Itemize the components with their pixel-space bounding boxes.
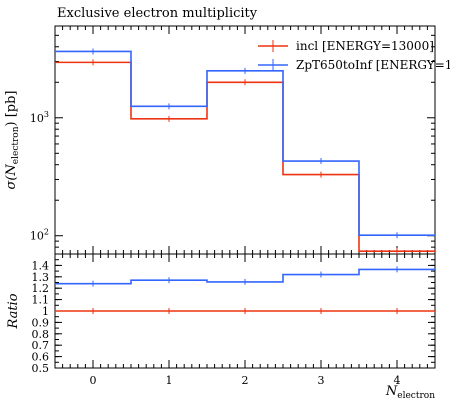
ratio-y-tick-label: 1.1 bbox=[32, 294, 50, 307]
main-y-tick-label: 103 bbox=[30, 110, 49, 125]
x-tick-label: 2 bbox=[242, 374, 249, 387]
ratio-y-tick-label: 1.4 bbox=[32, 259, 50, 272]
y-axis-label-sub: electron bbox=[11, 126, 21, 164]
ratio-y-tick-label: 1.3 bbox=[32, 271, 50, 284]
legend-label: incl [ENERGY=13000] bbox=[296, 39, 434, 53]
y-axis-label: σ(Nelectron) [pb] bbox=[4, 90, 21, 189]
ratio-y-tick-label: 0.6 bbox=[32, 351, 50, 364]
ratio-y-tick-label: 0.5 bbox=[32, 362, 50, 375]
x-tick-label: 4 bbox=[394, 374, 401, 387]
x-axis-label-sub: electron bbox=[397, 391, 435, 401]
main-y-tick-label-base: 10 bbox=[30, 230, 44, 243]
main-y-tick-label-exp: 2 bbox=[44, 228, 49, 237]
y-axis-label-end: ) [pb] bbox=[4, 90, 19, 126]
y-axis-label-main: σ(N bbox=[4, 164, 19, 190]
legend: incl [ENERGY=13000] ZpT650toInf [ENERGY=1… bbox=[258, 39, 450, 72]
x-tick-label: 0 bbox=[90, 374, 97, 387]
main-y-tick-label: 102 bbox=[30, 228, 49, 243]
x-tick-label: 3 bbox=[318, 374, 325, 387]
main-y-tick-label-exp: 3 bbox=[44, 110, 49, 119]
ratio-y-tick-label: 0.8 bbox=[32, 328, 50, 341]
main-series-line bbox=[55, 61, 435, 252]
main-y-tick-label-base: 10 bbox=[30, 112, 44, 125]
x-axis-label-main: N bbox=[385, 384, 398, 399]
main-series-group bbox=[55, 48, 435, 255]
x-tick-label: 1 bbox=[166, 374, 173, 387]
ratio-series-group bbox=[55, 266, 435, 314]
ratio-y-tick-label: 0.9 bbox=[32, 316, 50, 329]
chart-title: Exclusive electron multiplicity bbox=[57, 6, 258, 21]
ratio-y-tick-label: 1.2 bbox=[32, 282, 50, 295]
ratio-y-tick-label: 0.7 bbox=[32, 339, 50, 352]
legend-label: ZpT650toInf [ENERGY=13000] bbox=[296, 58, 450, 72]
ratio-y-tick-label: 1 bbox=[42, 305, 49, 318]
main-series-line bbox=[55, 50, 435, 237]
x-axis-label: Nelectron bbox=[385, 384, 435, 401]
ratio-axis-ticks: 0.50.60.70.80.911.11.21.31.4 bbox=[32, 253, 435, 375]
ratio-axis-label: Ratio bbox=[6, 293, 21, 329]
